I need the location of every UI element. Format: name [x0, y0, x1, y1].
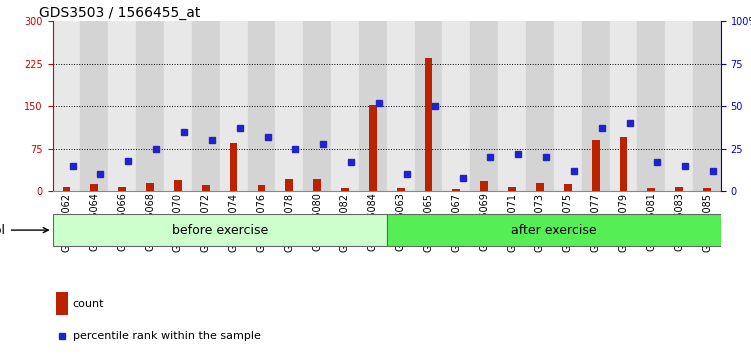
- Bar: [202, 185, 210, 191]
- Bar: [53, 214, 387, 246]
- Bar: [665, 21, 693, 191]
- Bar: [80, 21, 108, 191]
- Bar: [285, 179, 293, 191]
- Bar: [638, 21, 665, 191]
- Bar: [219, 21, 248, 191]
- Text: percentile rank within the sample: percentile rank within the sample: [73, 331, 261, 342]
- Bar: [164, 21, 192, 191]
- Bar: [174, 180, 182, 191]
- Text: GDS3503 / 1566455_at: GDS3503 / 1566455_at: [39, 6, 201, 20]
- Bar: [620, 137, 627, 191]
- Bar: [369, 104, 377, 191]
- Bar: [592, 140, 599, 191]
- Bar: [90, 184, 98, 191]
- Bar: [303, 21, 331, 191]
- Bar: [387, 214, 721, 246]
- Bar: [498, 21, 526, 191]
- Bar: [536, 183, 544, 191]
- Bar: [56, 292, 68, 315]
- Bar: [136, 21, 164, 191]
- Bar: [675, 187, 683, 191]
- Bar: [387, 21, 415, 191]
- Text: count: count: [73, 299, 104, 309]
- Bar: [248, 21, 276, 191]
- Bar: [508, 187, 516, 191]
- Bar: [481, 181, 488, 191]
- Bar: [62, 187, 71, 191]
- Bar: [108, 21, 136, 191]
- Bar: [424, 58, 433, 191]
- Text: protocol: protocol: [0, 224, 48, 236]
- Bar: [610, 21, 638, 191]
- Bar: [230, 143, 237, 191]
- Bar: [192, 21, 219, 191]
- Bar: [470, 21, 498, 191]
- Bar: [564, 184, 572, 191]
- Bar: [647, 188, 655, 191]
- Bar: [313, 179, 321, 191]
- Text: before exercise: before exercise: [171, 224, 268, 236]
- Bar: [582, 21, 610, 191]
- Bar: [693, 21, 721, 191]
- Bar: [146, 183, 154, 191]
- Bar: [276, 21, 303, 191]
- Bar: [442, 21, 470, 191]
- Bar: [331, 21, 359, 191]
- Bar: [53, 21, 80, 191]
- Bar: [397, 188, 405, 191]
- Bar: [554, 21, 582, 191]
- Bar: [453, 189, 460, 191]
- Bar: [341, 188, 349, 191]
- Bar: [119, 187, 126, 191]
- Bar: [258, 185, 265, 191]
- Bar: [526, 21, 554, 191]
- Bar: [703, 188, 711, 191]
- Text: after exercise: after exercise: [511, 224, 597, 236]
- Bar: [359, 21, 387, 191]
- Bar: [415, 21, 442, 191]
